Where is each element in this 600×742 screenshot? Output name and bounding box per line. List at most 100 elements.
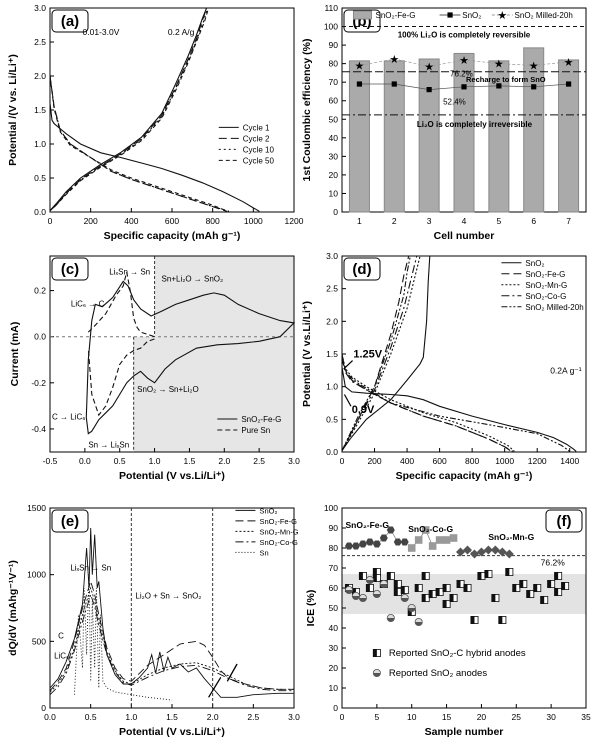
y-tick-label: 110 — [324, 3, 338, 13]
annotation-series: SnO₂-Mn-G — [488, 532, 534, 542]
legend-label: SnO₂ Milled-20h — [515, 11, 573, 20]
data-point-fill — [352, 588, 356, 596]
annotation-reaction: C — [58, 632, 64, 641]
plot-frame — [49, 507, 295, 709]
legend-label: SnO₂-Mn-G — [259, 527, 298, 536]
legend-label: Reported SnO₂-C hybrid anodes — [389, 648, 526, 659]
data-point-fill — [373, 574, 377, 582]
data-point-fill — [366, 584, 370, 592]
panel-label-box — [545, 509, 583, 533]
legend-label: SnO₂-Fe-G — [259, 517, 297, 526]
bar — [523, 47, 545, 213]
legend-label: SnO₂-Fe-G — [375, 11, 415, 20]
y-tick-label: 3.0 — [326, 251, 338, 261]
y-tick-label: -0.2 — [31, 378, 46, 388]
data-point-fill — [463, 584, 468, 592]
legend-label: SnO₂ Milled-20h — [525, 303, 583, 312]
legend-label: SnO₂ — [259, 506, 277, 515]
bar — [453, 52, 475, 213]
y-tick-label: 1.5 — [326, 349, 338, 359]
annotation-voltage: 1.25V — [353, 348, 382, 360]
data-point-fill — [554, 588, 559, 596]
y-tick-label: 20 — [329, 170, 339, 180]
y-tick-label: 90 — [329, 523, 339, 533]
data-point — [496, 83, 502, 89]
series-line — [49, 103, 260, 212]
data-point: ★ — [424, 61, 434, 73]
data-point — [365, 538, 374, 546]
x-tick-label: 2.0 — [207, 712, 219, 722]
x-tick-label: 1 — [357, 216, 362, 226]
y-tick-label: 30 — [329, 151, 339, 161]
reference-line-label: 76.2% — [541, 558, 566, 568]
series-line — [341, 357, 512, 452]
data-point-fill — [422, 572, 426, 580]
x-tick-label: 1200 — [285, 216, 304, 226]
y-tick-label: 90 — [329, 40, 339, 50]
x-tick-label: 0.5 — [85, 712, 97, 722]
data-point-fill — [561, 582, 566, 590]
panel-label-box — [51, 257, 89, 281]
data-point — [565, 81, 572, 87]
data-point: ★ — [389, 54, 399, 66]
y-tick-label: 2.0 — [326, 316, 338, 326]
x-tick-label: 35 — [581, 712, 591, 722]
y-tick-label: 3.0 — [34, 3, 46, 13]
x-axis-label: Cell number — [434, 230, 495, 242]
y-axis-label: dQ/dV (mAhg⁻¹V⁻¹) — [7, 560, 19, 656]
panel-e: 0.0 0.5 1.0 1.5 2.0 2.5 3.0 0 500 1000 1500 Potenti… — [7, 503, 300, 738]
y-tick-label: 70 — [329, 563, 339, 573]
annotation-rate: 0.2 A/g — [168, 27, 195, 37]
panel-label: (c) — [61, 261, 79, 278]
data-point-fill — [484, 570, 489, 578]
legend-marker-fill — [373, 673, 381, 677]
x-tick-label: 15 — [442, 712, 452, 722]
y-tick-label: 0.2 — [34, 286, 46, 296]
annotation-rate: 0.2A g⁻¹ — [550, 366, 582, 376]
panel-label: (a) — [61, 13, 79, 30]
data-point: ★ — [494, 59, 504, 71]
series-line — [49, 7, 210, 212]
panel-label: (e) — [61, 513, 79, 530]
legend-marker: ★ — [497, 10, 507, 22]
panel-a: 0 200 400 600 800 1000 1200 0.0 0.5 1.0 1.5 2.0 2.5 3… — [7, 3, 304, 242]
x-tick-label: 7 — [566, 216, 571, 226]
x-tick-label: 400 — [400, 456, 414, 466]
annotation-series: SnO₂-Co-G — [408, 524, 453, 534]
legend-label: SnO₂ — [525, 259, 544, 268]
data-point-fill — [547, 580, 552, 588]
data-point — [428, 542, 437, 550]
y-tick-label: 40 — [329, 623, 339, 633]
x-tick-label: 20 — [477, 712, 487, 722]
data-point: ★ — [564, 57, 574, 69]
y-tick-label: 50 — [329, 114, 339, 124]
x-axis-label: Specific capacity (mAh g⁻¹) — [104, 230, 241, 242]
x-tick-label: 400 — [124, 216, 138, 226]
data-point — [497, 547, 507, 557]
legend-label: Reported SnO₂ anodes — [389, 668, 487, 679]
series-line — [359, 58, 569, 67]
data-point-fill — [387, 618, 395, 622]
data-point-fill — [422, 594, 426, 602]
data-point — [476, 547, 486, 557]
data-point — [456, 547, 466, 557]
x-tick-label: 2.5 — [247, 712, 259, 722]
y-tick-label: 100 — [324, 22, 338, 32]
panel-label-box — [51, 9, 89, 33]
y-tick-label: 10 — [329, 188, 339, 198]
data-point-fill — [380, 584, 388, 588]
annotation-arrow — [343, 394, 352, 407]
data-point — [393, 538, 402, 546]
y-axis-label: Potential /(V vs. Li/Li⁺) — [7, 54, 19, 166]
data-point — [531, 84, 537, 90]
bar — [558, 59, 580, 213]
data-point — [442, 536, 451, 544]
y-tick-label: 1.5 — [34, 105, 46, 115]
data-point-fill — [442, 600, 447, 608]
data-point-fill — [373, 594, 381, 598]
x-tick-label: 3.0 — [288, 456, 300, 466]
x-tick-label: 5 — [496, 216, 501, 226]
bar — [383, 60, 405, 213]
series-line — [49, 7, 209, 212]
